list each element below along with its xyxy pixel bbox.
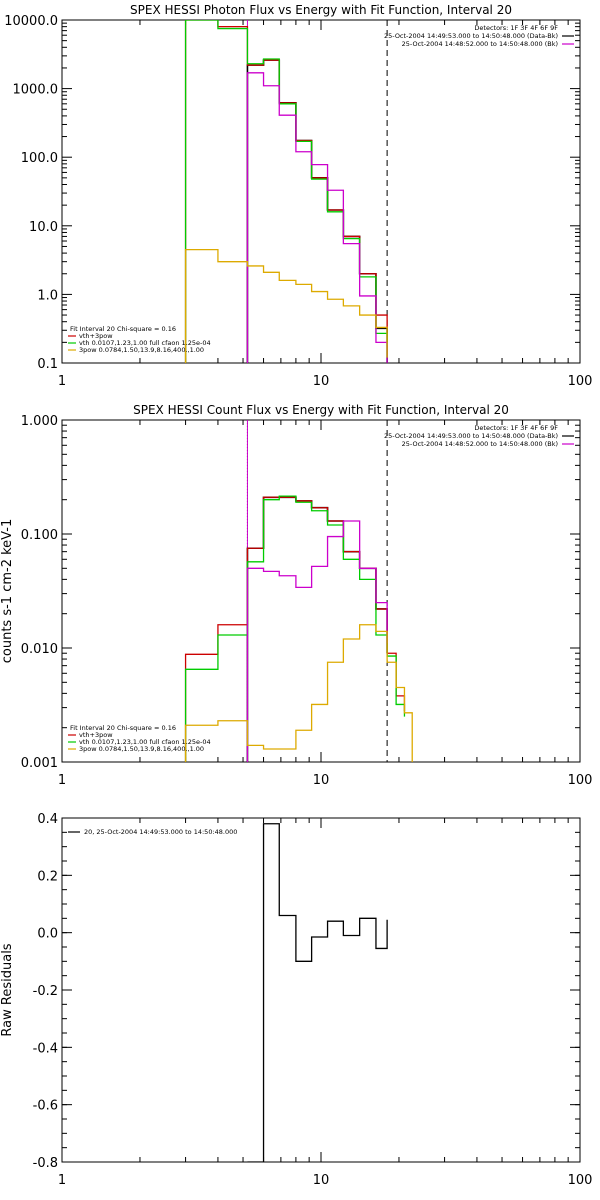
- legend-entry-0: vth 0.0107,1.23,1.00 full cfaon 1.25e-04: [79, 339, 211, 347]
- x-tick-label-1: 1: [58, 773, 66, 788]
- series-line-1-2: [184, 495, 406, 762]
- y-axis-label-2: Raw Residuals: [0, 943, 15, 1036]
- chart-title-1: SPEX HESSI Count Flux vs Energy with Fit…: [133, 403, 509, 417]
- series-line-1-3: [246, 520, 388, 762]
- legend-entry-0: 3pow 0.0784,1.50,13.9,8.16,400.,1.00: [79, 346, 204, 354]
- series-line-1-0: [246, 496, 388, 762]
- y-tick-label-2: -0.8: [33, 1156, 58, 1171]
- x-tick-label-0: 1: [58, 374, 66, 389]
- y-tick-label-1: 0.010: [21, 642, 58, 657]
- y-axis-label-1: counts s-1 cm-2 keV-1: [0, 519, 15, 664]
- y-tick-label-0: 10000.0: [4, 14, 58, 29]
- x-tick-label-2: 100: [568, 1173, 593, 1188]
- x-tick-label-2: 1: [58, 1173, 66, 1188]
- y-tick-label-0: 0.1: [37, 357, 58, 372]
- series-line-0-2: [184, 20, 388, 363]
- chart-title-0: SPEX HESSI Photon Flux vs Energy with Fi…: [130, 3, 512, 17]
- legend-entry-1: Fit Interval 20 Chi-square = 0.16: [70, 724, 176, 732]
- series-line-0-4: [184, 248, 388, 363]
- header-text-1: Detectors: 1F 3F 4F 6F 9F: [474, 424, 558, 432]
- legend-entry-1: vth+3pow: [79, 731, 113, 739]
- y-tick-label-0: 100.0: [21, 151, 58, 166]
- y-tick-label-2: 0.0: [37, 927, 58, 942]
- plot-frame-2: [61, 817, 581, 1163]
- legend-entry-0: vth+3pow: [79, 332, 113, 340]
- y-tick-label-1: 1.000: [21, 414, 58, 429]
- x-tick-label-2: 10: [313, 1173, 330, 1188]
- series-line-2-0: [247, 823, 388, 1162]
- series-line-1-4: [184, 624, 413, 762]
- header-text-1: 25-Oct-2004 14:49:53.000 to 14:50:48.000…: [384, 432, 558, 440]
- y-tick-label-0: 1.0: [37, 288, 58, 303]
- x-tick-label-0: 10: [313, 374, 330, 389]
- series-line-0-3: [246, 72, 388, 363]
- y-tick-label-1: 0.100: [21, 528, 58, 543]
- header-text-0: Detectors: 1F 3F 4F 6F 9F: [474, 24, 558, 32]
- y-tick-label-0: 1000.0: [13, 83, 59, 98]
- plot-frame-0: [61, 19, 581, 364]
- y-tick-label-2: -0.6: [33, 1099, 58, 1114]
- plot-frame-1: [61, 419, 581, 763]
- legend-entry-1: vth 0.0107,1.23,1.00 full cfaon 1.25e-04: [79, 738, 211, 746]
- y-tick-label-2: -0.2: [33, 984, 58, 999]
- legend-entry-0: Fit Interval 20 Chi-square = 0.16: [70, 325, 176, 333]
- y-tick-label-2: 0.2: [37, 869, 58, 884]
- y-tick-label-0: 10.0: [29, 220, 58, 235]
- series-line-0-1: [184, 20, 388, 363]
- legend-entry-1: 3pow 0.0784,1.50,13.9,8.16,400.,1.00: [79, 745, 204, 753]
- header-text-0: 25-Oct-2004 14:48:52.000 to 14:50:48.000…: [402, 40, 558, 48]
- header-text-1: 25-Oct-2004 14:48:52.000 to 14:50:48.000…: [402, 440, 558, 448]
- series-line-0-0: [246, 59, 388, 363]
- legend-entry-2: 20, 25-Oct-2004 14:49:53.000 to 14:50:48…: [84, 828, 237, 836]
- y-tick-label-1: 0.001: [21, 756, 58, 771]
- header-text-0: 25-Oct-2004 14:49:53.000 to 14:50:48.000…: [384, 32, 558, 40]
- y-tick-label-2: 0.4: [37, 812, 58, 827]
- x-tick-label-0: 100: [568, 374, 593, 389]
- x-tick-label-1: 100: [568, 773, 593, 788]
- y-tick-label-2: -0.4: [33, 1041, 58, 1056]
- x-tick-label-1: 10: [313, 773, 330, 788]
